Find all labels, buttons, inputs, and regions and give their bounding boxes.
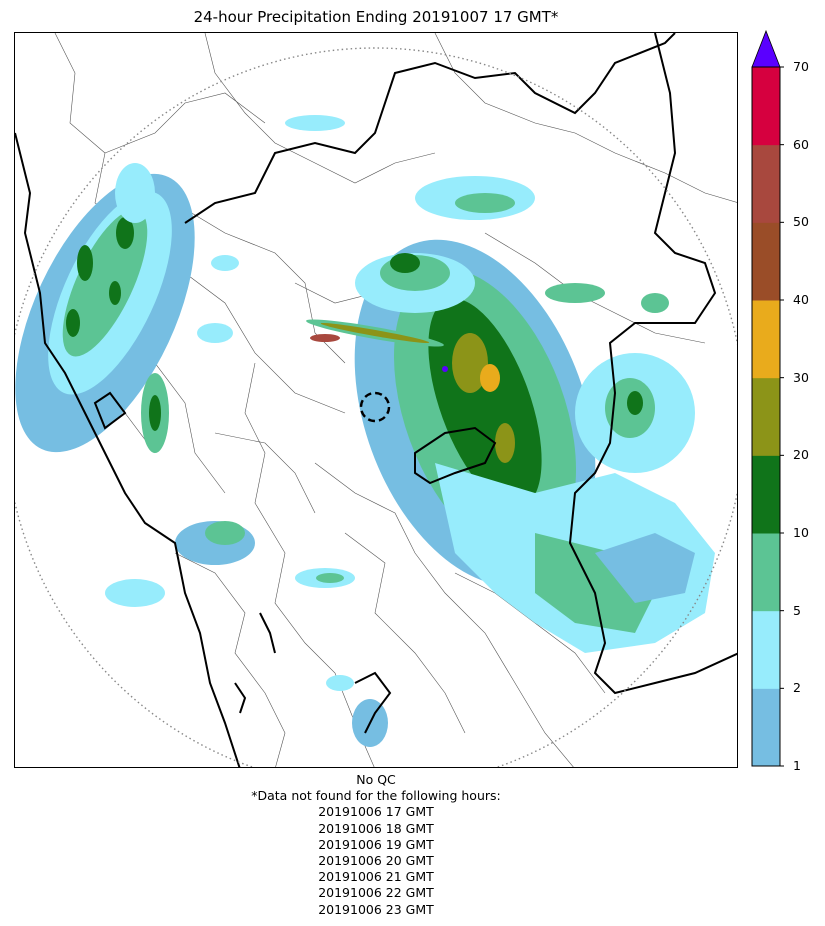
map-canvas [15, 33, 737, 767]
missing-hour-3: 20191006 19 GMT [318, 836, 434, 852]
missing-hour-7: 20191006 23 GMT [318, 901, 434, 917]
colorbar-segment-3 [752, 533, 780, 612]
missing-data-header: *Data not found for the following hours: [251, 788, 501, 804]
missing-hour-4: 20191006 20 GMT [318, 853, 434, 869]
colorbar-tick-label: 1 [793, 758, 801, 773]
missing-hour-6: 20191006 22 GMT [318, 885, 434, 901]
colorbar-tick-label: 30 [793, 369, 809, 385]
notes-block: No QC *Data not found for the following … [14, 772, 738, 918]
colorbar-segment-6 [752, 300, 780, 379]
colorbar-tick-label: 20 [793, 447, 809, 463]
colorbar-segment-8 [752, 144, 780, 223]
precipitation-map[interactable] [14, 32, 738, 768]
colorbar-segment-1 [752, 688, 780, 767]
colorbar-segment-4 [752, 455, 780, 534]
missing-hour-5: 20191006 21 GMT [318, 869, 434, 885]
missing-hour-2: 20191006 18 GMT [318, 820, 434, 836]
colorbar-segment-5 [752, 377, 780, 456]
colorbar-tick-label: 40 [793, 292, 809, 307]
colorbar-tick-label: 70 [793, 59, 809, 74]
radar-site-marker[interactable] [359, 391, 391, 423]
colorbar-tick-label: 2 [793, 680, 801, 696]
colorbar-tick-label: 10 [793, 525, 809, 540]
missing-hour-1: 20191006 17 GMT [318, 804, 434, 820]
colorbar-segment-7 [752, 222, 780, 301]
colorbar-tick-label: 60 [793, 136, 809, 152]
colorbar-tick-label: 5 [793, 602, 801, 618]
state-boundaries [15, 33, 737, 767]
colorbar-tick-label: 50 [793, 214, 809, 230]
precipitation-field [15, 115, 715, 747]
colorbar-segment-2 [752, 610, 780, 689]
colorbar-extend-arrow [751, 29, 781, 68]
radar-range-ring [15, 47, 737, 767]
precipitation-colorbar [751, 29, 784, 767]
qc-note: No QC [356, 772, 396, 787]
colorbar-segment-9 [752, 67, 780, 146]
map-title: 24-hour Precipitation Ending 20191007 17… [193, 8, 559, 26]
